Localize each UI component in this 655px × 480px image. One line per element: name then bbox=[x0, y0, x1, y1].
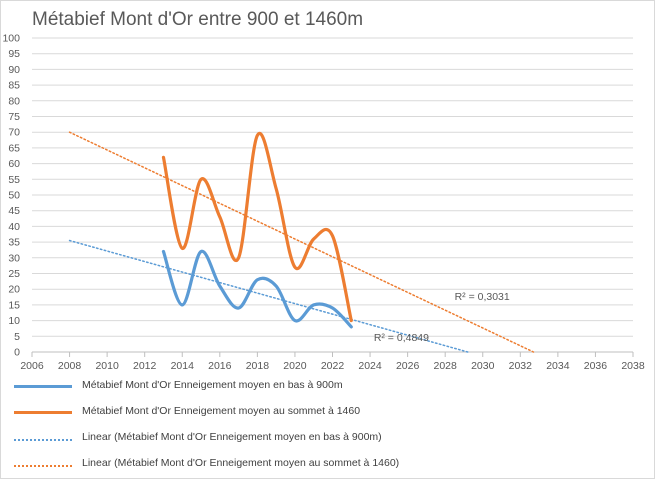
x-tick-label: 2022 bbox=[321, 360, 345, 372]
y-tick-label: 40 bbox=[8, 221, 20, 233]
y-tick-label: 5 bbox=[14, 331, 20, 343]
legend-item: Linear (Métabief Mont d'Or Enneigement m… bbox=[14, 454, 634, 480]
x-tick-label: 2028 bbox=[434, 360, 458, 372]
gridlines bbox=[32, 37, 633, 337]
legend-label: Métabief Mont d'Or Enneigement moyen au … bbox=[82, 405, 361, 417]
y-tick-label: 30 bbox=[8, 252, 20, 264]
y-tick-label: 95 bbox=[8, 48, 20, 60]
y-tick-label: 85 bbox=[8, 80, 20, 92]
x-tick-label: 2024 bbox=[358, 360, 382, 372]
y-tick-label: 80 bbox=[8, 95, 20, 107]
x-tick-label: 2006 bbox=[20, 360, 44, 372]
series-layer bbox=[68, 131, 535, 353]
legend-label: Linear (Métabief Mont d'Or Enneigement m… bbox=[82, 431, 382, 443]
y-tick-label: 60 bbox=[8, 158, 20, 170]
x-tick-label: 2030 bbox=[471, 360, 495, 372]
legend-item: Métabief Mont d'Or Enneigement moyen au … bbox=[14, 402, 634, 428]
legend-swatch bbox=[14, 439, 72, 441]
x-tick-label: 2008 bbox=[58, 360, 82, 372]
y-tick-label: 15 bbox=[8, 299, 20, 311]
legend-item: Linear (Métabief Mont d'Or Enneigement m… bbox=[14, 428, 634, 454]
x-tick-label: 2020 bbox=[283, 360, 307, 372]
x-tick-label: 2038 bbox=[621, 360, 645, 372]
y-tick-label: 100 bbox=[2, 33, 20, 45]
y-tick-label: 10 bbox=[8, 315, 20, 327]
y-tick-label: 35 bbox=[8, 237, 20, 249]
x-tick-label: 2034 bbox=[546, 360, 570, 372]
y-tick-label: 65 bbox=[8, 142, 20, 154]
x-tick-label: 2010 bbox=[95, 360, 119, 372]
chart-title: Métabief Mont d'Or entre 900 et 1460m bbox=[32, 9, 364, 30]
y-tick-label: 70 bbox=[8, 127, 20, 139]
y-tick-label: 45 bbox=[8, 205, 20, 217]
trendline-sommet-1460m bbox=[68, 131, 535, 353]
y-tick-label: 55 bbox=[8, 174, 20, 186]
y-tick-label: 90 bbox=[8, 64, 20, 76]
legend-label: Métabief Mont d'Or Enneigement moyen en … bbox=[82, 379, 343, 391]
y-tick-label: 75 bbox=[8, 111, 20, 123]
series-sommet-1460m-line bbox=[161, 131, 353, 323]
y-tick-label: 25 bbox=[8, 268, 20, 280]
legend-swatch bbox=[14, 465, 72, 467]
x-tick-label: 2026 bbox=[396, 360, 420, 372]
trendline-bas-900m bbox=[68, 239, 469, 353]
x-tick-label: 2014 bbox=[171, 360, 195, 372]
x-tick-label: 2016 bbox=[208, 360, 232, 372]
y-tick-label: 0 bbox=[14, 347, 20, 359]
r-squared-label: R² = 0,4849 bbox=[374, 332, 429, 344]
x-tick-label: 2012 bbox=[133, 360, 157, 372]
y-tick-label: 50 bbox=[8, 190, 20, 202]
annotations: R² = 0,4849 R² = 0,3031 bbox=[374, 291, 510, 344]
x-tick-label: 2032 bbox=[509, 360, 533, 372]
legend-item: Métabief Mont d'Or Enneigement moyen en … bbox=[14, 376, 634, 402]
axes: 0 5 10 15 20 25 30 35 40 45 50 55 60 65 70 75 80 85 90 95 10… bbox=[2, 33, 644, 373]
y-tick-label: 20 bbox=[8, 284, 20, 296]
legend: Métabief Mont d'Or Enneigement moyen en … bbox=[14, 376, 634, 480]
series-bas-900m-line bbox=[161, 249, 353, 329]
legend-swatch bbox=[14, 385, 72, 388]
legend-label: Linear (Métabief Mont d'Or Enneigement m… bbox=[82, 457, 400, 469]
legend-swatch bbox=[14, 411, 72, 414]
x-tick-label: 2036 bbox=[584, 360, 608, 372]
r-squared-label: R² = 0,3031 bbox=[455, 291, 510, 303]
x-tick-label: 2018 bbox=[246, 360, 270, 372]
